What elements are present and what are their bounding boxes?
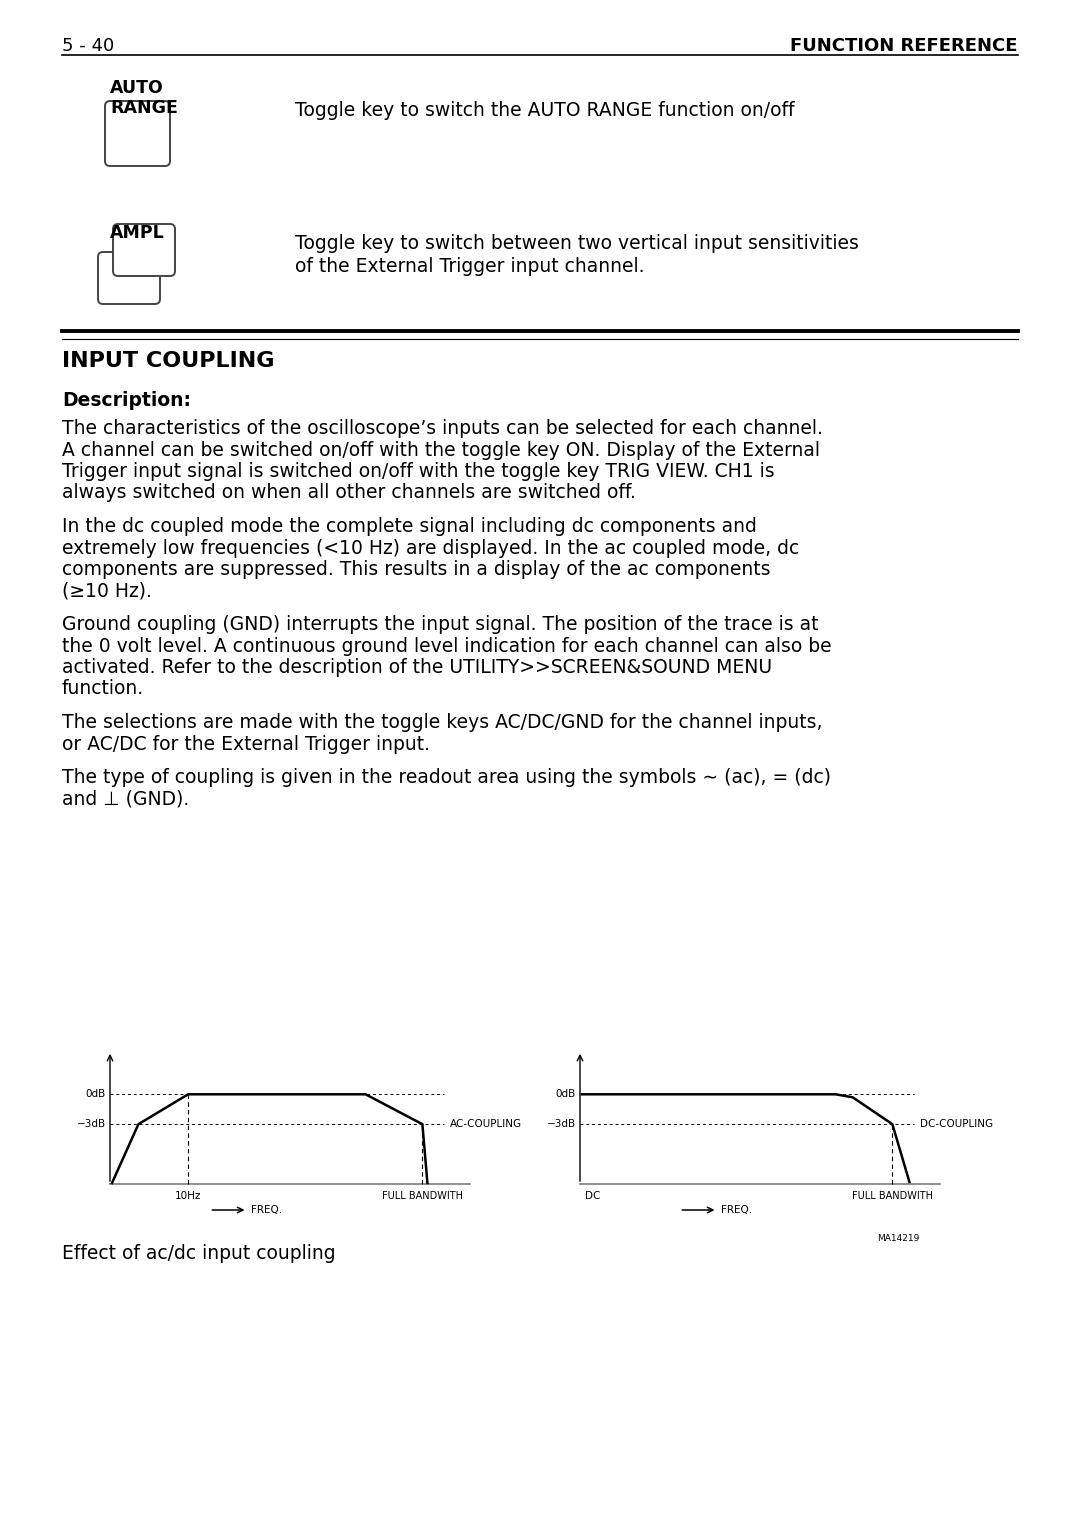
Text: and ⊥ (GND).: and ⊥ (GND). <box>62 789 189 809</box>
Text: activated. Refer to the description of the UTILITY>>SCREEN&SOUND MENU: activated. Refer to the description of t… <box>62 657 772 677</box>
Text: −3dB: −3dB <box>77 1119 106 1130</box>
Text: extremely low frequencies (<10 Hz) are displayed. In the ac coupled mode, dc: extremely low frequencies (<10 Hz) are d… <box>62 538 799 558</box>
Text: the 0 volt level. A continuous ground level indication for each channel can also: the 0 volt level. A continuous ground le… <box>62 636 832 656</box>
Text: The selections are made with the toggle keys AC/DC/GND for the channel inputs,: The selections are made with the toggle … <box>62 713 823 732</box>
Text: Ground coupling (GND) interrupts the input signal. The position of the trace is : Ground coupling (GND) interrupts the inp… <box>62 615 819 635</box>
Text: components are suppressed. This results in a display of the ac components: components are suppressed. This results … <box>62 560 770 579</box>
Text: 0dB: 0dB <box>556 1089 576 1099</box>
Text: Description:: Description: <box>62 391 191 410</box>
Text: AMPL: AMPL <box>110 225 165 242</box>
Text: −3dB: −3dB <box>546 1119 576 1130</box>
FancyBboxPatch shape <box>98 252 160 304</box>
Text: FULL BANDWITH: FULL BANDWITH <box>852 1191 933 1200</box>
Text: DC-COUPLING: DC-COUPLING <box>920 1119 994 1130</box>
Text: FUNCTION REFERENCE: FUNCTION REFERENCE <box>791 37 1018 55</box>
Text: A channel can be switched on/off with the toggle key ON. Display of the External: A channel can be switched on/off with th… <box>62 440 820 460</box>
Text: 10Hz: 10Hz <box>175 1191 201 1200</box>
Text: MA14219: MA14219 <box>878 1234 920 1243</box>
Text: (≥10 Hz).: (≥10 Hz). <box>62 581 152 601</box>
Text: FREQ.: FREQ. <box>721 1205 753 1216</box>
Text: AC-COUPLING: AC-COUPLING <box>450 1119 523 1130</box>
Text: Toggle key to switch the AUTO RANGE function on/off: Toggle key to switch the AUTO RANGE func… <box>295 101 795 119</box>
Text: Trigger input signal is switched on/off with the toggle key TRIG VIEW. CH1 is: Trigger input signal is switched on/off … <box>62 462 774 482</box>
Text: RANGE: RANGE <box>110 99 178 118</box>
Text: or AC/DC for the External Trigger input.: or AC/DC for the External Trigger input. <box>62 734 430 754</box>
Text: Toggle key to switch between two vertical input sensitivities: Toggle key to switch between two vertica… <box>295 234 859 252</box>
Text: FULL BANDWITH: FULL BANDWITH <box>382 1191 463 1200</box>
Text: 0dB: 0dB <box>85 1089 106 1099</box>
Text: The characteristics of the oscilloscope’s inputs can be selected for each channe: The characteristics of the oscilloscope’… <box>62 419 823 437</box>
FancyBboxPatch shape <box>113 225 175 277</box>
Text: FREQ.: FREQ. <box>252 1205 283 1216</box>
Text: In the dc coupled mode the complete signal including dc components and: In the dc coupled mode the complete sign… <box>62 517 757 537</box>
Text: 5 - 40: 5 - 40 <box>62 37 114 55</box>
Text: DC: DC <box>585 1191 600 1200</box>
Text: of the External Trigger input channel.: of the External Trigger input channel. <box>295 257 645 277</box>
Text: AUTO: AUTO <box>110 80 164 96</box>
Text: INPUT COUPLING: INPUT COUPLING <box>62 352 274 372</box>
Text: function.: function. <box>62 679 144 699</box>
Text: The type of coupling is given in the readout area using the symbols ∼ (ac), = (d: The type of coupling is given in the rea… <box>62 768 831 787</box>
FancyBboxPatch shape <box>105 101 170 167</box>
Text: always switched on when all other channels are switched off.: always switched on when all other channe… <box>62 483 636 503</box>
Text: Effect of ac/dc input coupling: Effect of ac/dc input coupling <box>62 1245 336 1263</box>
